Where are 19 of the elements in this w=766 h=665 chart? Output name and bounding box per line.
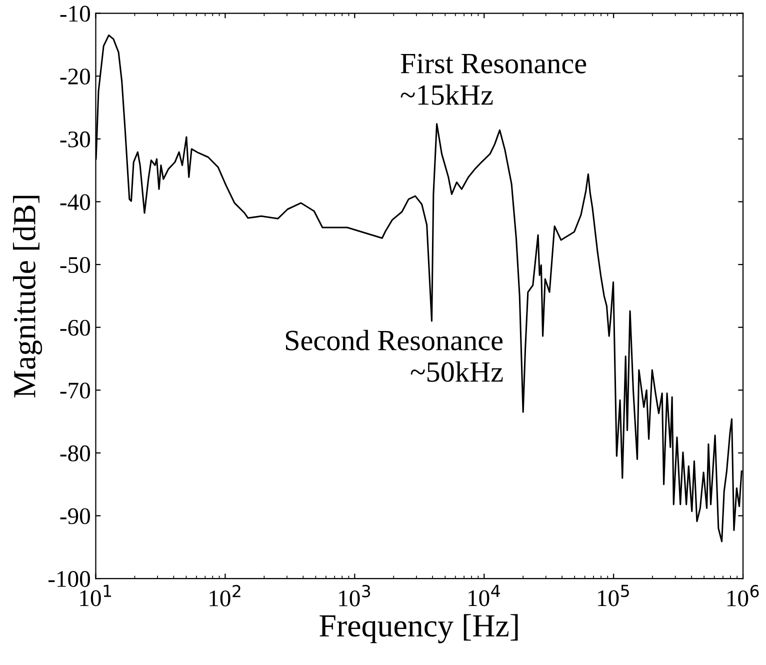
- y-tick-label: -80: [60, 445, 90, 462]
- y-tick-label: -90: [60, 508, 90, 524]
- x-tick-label: 10$^{3}$: [339, 584, 370, 606]
- x-tick-label: 10$^{5}$: [598, 584, 629, 606]
- x-tick-label: 10$^{6}$: [728, 584, 759, 606]
- annotation: Second Resonance ~50kHz: [286, 330, 503, 382]
- y-tick-label: -30: [60, 131, 90, 148]
- annotation: First Resonance ~15kHz: [400, 54, 586, 105]
- x-axis-title: Frequency [Hz]: [320, 614, 518, 644]
- y-tick-label: -60: [60, 320, 90, 336]
- y-tick-label: -50: [60, 257, 90, 273]
- y-tick-label: -20: [60, 68, 90, 85]
- y-axis-title: Magnitude [dB]: [12, 196, 42, 398]
- x-tick-label: 10$^{2}$: [210, 584, 240, 606]
- x-tick-label: 10$^{4}$: [468, 584, 500, 606]
- y-tick-label: -40: [60, 194, 90, 210]
- y-tick-label: -100: [48, 571, 90, 587]
- y-tick-label: -10: [60, 6, 90, 22]
- y-tick-label: -70: [60, 382, 90, 399]
